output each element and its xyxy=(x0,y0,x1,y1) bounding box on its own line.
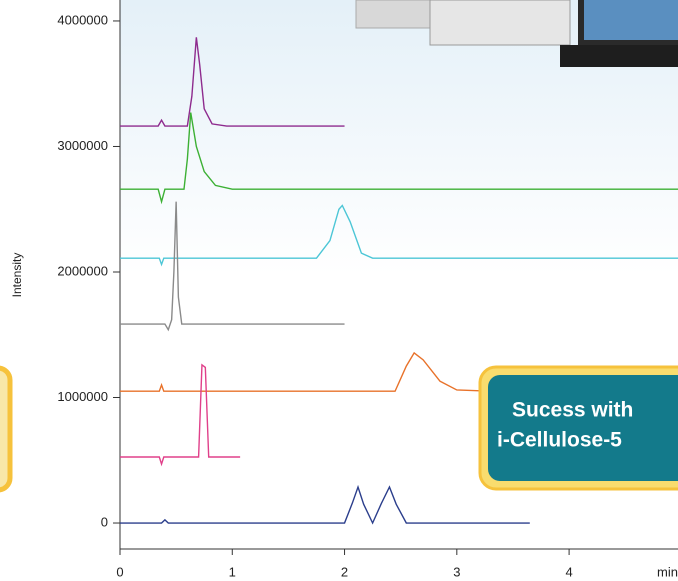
x-tick-label: 3 xyxy=(453,564,460,579)
y-tick-label: 3000000 xyxy=(57,138,108,153)
y-axis-title: Intensity xyxy=(10,253,24,298)
x-tick-label: 0 xyxy=(116,564,123,579)
x-tick-label: 2 xyxy=(341,564,348,579)
trace xyxy=(120,351,491,392)
trace xyxy=(120,363,241,467)
y-tick-label: 4000000 xyxy=(57,12,108,27)
y-tick-label: 1000000 xyxy=(57,389,108,404)
trace xyxy=(120,484,530,525)
partial-box xyxy=(0,365,13,493)
trace xyxy=(120,112,678,205)
annotation-line: Sucess with xyxy=(512,399,633,422)
x-tick-label: 4 xyxy=(565,564,572,579)
trace xyxy=(120,37,345,127)
x-axis-title: min xyxy=(657,564,678,579)
annotation-line: i-Cellulose-5 xyxy=(497,429,622,452)
annotation-box: Sucess with i-Cellulose-5 xyxy=(478,365,678,491)
trace xyxy=(120,201,345,332)
trace xyxy=(120,204,678,267)
y-tick-label: 0 xyxy=(101,514,108,529)
x-tick-label: 1 xyxy=(229,564,236,579)
instrument-image xyxy=(355,0,678,67)
y-tick-label: 2000000 xyxy=(57,263,108,278)
